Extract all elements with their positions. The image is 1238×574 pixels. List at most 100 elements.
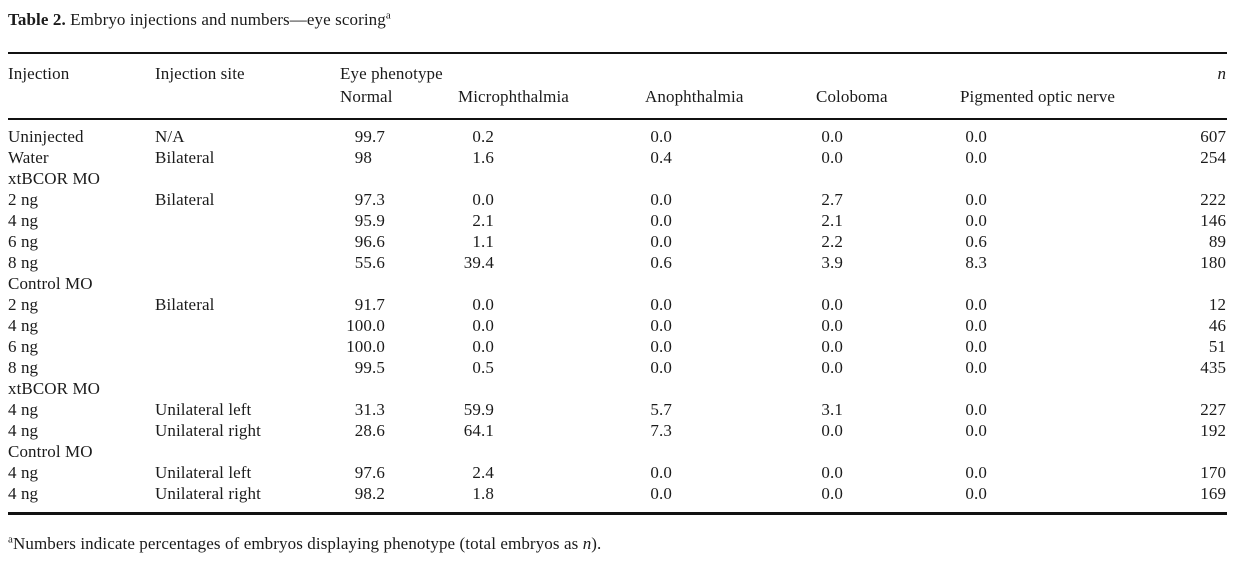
injection-cell: 2 ng — [8, 190, 39, 209]
phenotype-value-cell: 0.0 — [821, 358, 843, 377]
col-header-anophthalmia: Anophthalmia — [645, 87, 744, 106]
phenotype-value-cell: 59.9 — [463, 400, 494, 419]
phenotype-value-cell: 0.0 — [821, 316, 843, 335]
phenotype-value-cell: 0.0 — [821, 295, 843, 314]
table-header: Injection Injection site Eye phenotype n… — [8, 53, 1228, 119]
phenotype-value-cell: 0.0 — [965, 421, 987, 440]
section-label: Control MO — [8, 442, 93, 461]
phenotype-value-cell: 97.6 — [354, 463, 385, 482]
table-caption-footnote-marker: a — [385, 9, 391, 22]
n-value-cell: 227 — [1200, 400, 1227, 419]
phenotype-value-cell: 97.3 — [354, 190, 385, 209]
col-header-injection-site: Injection site — [155, 64, 245, 83]
injection-site-cell: Bilateral — [155, 148, 215, 167]
phenotype-value-cell: 2.1 — [472, 211, 494, 230]
injection-cell: 6 ng — [8, 232, 39, 251]
embryo-injections-table: Injection Injection site Eye phenotype n… — [8, 52, 1228, 515]
n-value-cell: 89 — [1208, 232, 1227, 251]
section-label: Control MO — [8, 274, 93, 293]
phenotype-value-cell: 1.6 — [472, 148, 494, 167]
phenotype-value-cell: 0.0 — [965, 400, 987, 419]
header-row-groups: Injection Injection site Eye phenotype n — [8, 53, 1227, 85]
paper-page: Table 2. Embryo injections and numbers—e… — [8, 10, 1228, 553]
phenotype-value-cell: 2.1 — [821, 211, 843, 230]
phenotype-value-cell: 0.5 — [472, 358, 494, 377]
injection-cell: Uninjected — [8, 127, 84, 146]
phenotype-value-cell: 0.0 — [965, 463, 987, 482]
phenotype-value-cell: 91.7 — [354, 295, 385, 314]
phenotype-value-cell: 0.0 — [821, 148, 843, 167]
phenotype-value-cell: 0.0 — [650, 337, 672, 356]
n-value-cell: 46 — [1208, 316, 1227, 335]
phenotype-value-cell: 0.0 — [821, 463, 843, 482]
table-row: 4 ng 95.9 2.1 0.0 2.1 0.0 146 — [8, 210, 1227, 231]
injection-site-cell: Bilateral — [155, 190, 215, 209]
n-value-cell: 192 — [1200, 421, 1227, 440]
section-label: xtBCOR MO — [8, 379, 101, 398]
table-row: 4 ng Unilateral left 31.3 59.9 5.7 3.1 0.0 227 — [8, 399, 1227, 420]
injection-cell: Water — [8, 148, 49, 167]
phenotype-value-cell: 0.0 — [650, 295, 672, 314]
injection-cell: 4 ng — [8, 316, 39, 335]
phenotype-value-cell: 1.1 — [472, 232, 494, 251]
table-caption: Table 2. Embryo injections and numbers—e… — [8, 10, 1227, 30]
table-row: 8 ng 55.6 39.4 0.6 3.9 8.3 180 — [8, 252, 1227, 273]
phenotype-value-cell: 0.0 — [965, 190, 987, 209]
table-row: 4 ng Unilateral right 28.6 64.1 7.3 0.0 0.0 192 — [8, 420, 1227, 441]
section-label: xtBCOR MO — [8, 169, 101, 188]
injection-site-cell: Unilateral left — [155, 463, 252, 482]
injection-cell: 6 ng — [8, 337, 39, 356]
injection-site-cell — [155, 252, 340, 273]
table-row: 2 ng Bilateral 91.7 0.0 0.0 0.0 0.0 12 — [8, 294, 1227, 315]
phenotype-value-cell: 0.6 — [650, 253, 672, 272]
phenotype-value-cell: 0.0 — [821, 421, 843, 440]
injection-site-cell: Unilateral right — [155, 484, 261, 503]
col-header-eye-phenotype: Eye phenotype — [340, 64, 443, 83]
phenotype-value-cell: 100.0 — [346, 316, 385, 335]
phenotype-value-cell: 1.8 — [472, 484, 494, 503]
phenotype-value-cell: 0.0 — [965, 358, 987, 377]
n-value-cell: 254 — [1200, 148, 1227, 167]
header-row-phenotypes: Normal Microphthalmia Anophthalmia Colob… — [8, 85, 1227, 119]
table-row: 4 ng Unilateral left 97.6 2.4 0.0 0.0 0.0 170 — [8, 462, 1227, 483]
phenotype-value-cell: 0.4 — [650, 148, 672, 167]
n-value-cell: 12 — [1208, 295, 1227, 314]
phenotype-value-cell: 0.0 — [965, 484, 987, 503]
phenotype-value-cell: 0.0 — [821, 484, 843, 503]
phenotype-value-cell: 0.0 — [965, 337, 987, 356]
col-header-n: n — [1217, 64, 1227, 83]
injection-cell: 4 ng — [8, 400, 39, 419]
phenotype-value-cell: 0.0 — [650, 211, 672, 230]
phenotype-value-cell: 95.9 — [354, 211, 385, 230]
table-caption-label: Table 2. — [8, 10, 66, 29]
footnote-italic-n: n — [582, 533, 592, 553]
injection-site-cell: N/A — [155, 127, 185, 146]
phenotype-value-cell: 0.0 — [650, 358, 672, 377]
col-header-microphthalmia: Microphthalmia — [458, 87, 569, 106]
injection-cell: 8 ng — [8, 358, 39, 377]
injection-site-cell: Unilateral right — [155, 421, 261, 440]
phenotype-value-cell: 3.1 — [821, 400, 843, 419]
phenotype-value-cell: 0.0 — [965, 316, 987, 335]
n-value-cell: 180 — [1200, 253, 1227, 272]
phenotype-value-cell: 0.0 — [472, 190, 494, 209]
injection-cell: 4 ng — [8, 484, 39, 503]
phenotype-value-cell: 0.0 — [650, 232, 672, 251]
table-row: 6 ng 96.6 1.1 0.0 2.2 0.6 89 — [8, 231, 1227, 252]
phenotype-value-cell: 0.0 — [650, 463, 672, 482]
phenotype-value-cell: 0.0 — [965, 127, 987, 146]
footnote-text-end: ). — [591, 533, 602, 553]
phenotype-value-cell: 99.5 — [354, 358, 385, 377]
footnote-text: Numbers indicate percentages of embryos … — [12, 533, 583, 553]
n-value-cell: 51 — [1208, 337, 1227, 356]
phenotype-value-cell: 39.4 — [463, 253, 494, 272]
phenotype-value-cell: 98.2 — [354, 484, 385, 503]
phenotype-value-cell: 98 — [354, 148, 372, 167]
footnote-marker: a — [8, 532, 13, 545]
injection-site-cell: Bilateral — [155, 295, 215, 314]
phenotype-value-cell: 31.3 — [354, 400, 385, 419]
table-caption-text: Embryo injections and numbers—eye scorin… — [65, 10, 386, 29]
n-value-cell: 435 — [1200, 358, 1227, 377]
phenotype-value-cell: 64.1 — [463, 421, 494, 440]
injection-site-cell: Unilateral left — [155, 400, 252, 419]
